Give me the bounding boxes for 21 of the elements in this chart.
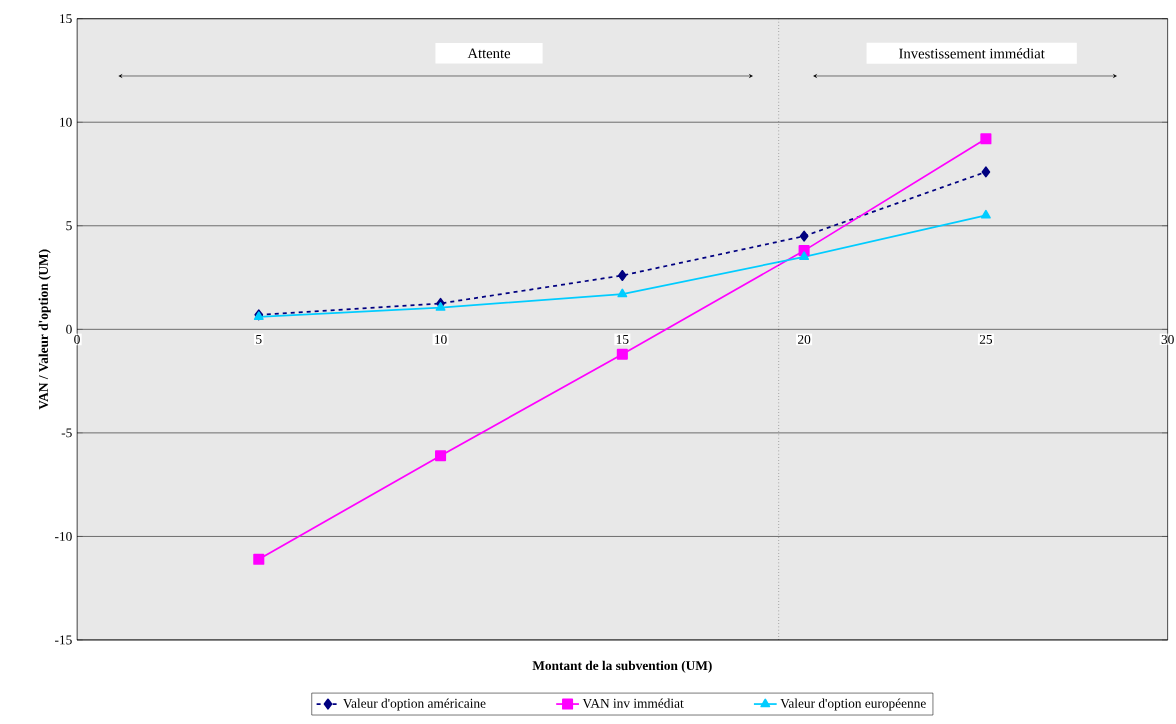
annotation: Investissement immédiat <box>899 48 1045 59</box>
y-tick-label: 15 <box>60 14 72 24</box>
y-tick-label: -15 <box>55 635 72 645</box>
x-tick-label: 30 <box>1161 334 1174 344</box>
y-tick-label: 5 <box>66 221 72 231</box>
legend-label: Valeur d'option européenne <box>780 698 926 711</box>
legend-label: VAN inv immédiat <box>582 698 684 708</box>
x-axis-title: Montant de la subvention (UM) <box>532 660 712 673</box>
x-tick-label: 15 <box>616 334 629 344</box>
x-tick-label: 10 <box>435 334 447 344</box>
y-tick-label: 10 <box>60 117 72 127</box>
x-tick-label: 20 <box>798 334 811 344</box>
y-tick-label: 0 <box>66 324 72 334</box>
y-tick-label: -5 <box>61 428 72 438</box>
y-axis-title: VAN / Valeur d'option (UM) <box>38 249 51 410</box>
y-tick-label: -10 <box>55 531 72 541</box>
x-tick-label: 5 <box>256 334 262 344</box>
x-tick-label: 0 <box>74 334 80 344</box>
x-tick-label: 25 <box>979 334 993 344</box>
legend-label: Valeur d'option américaine <box>343 698 486 711</box>
annotation: Attente <box>467 48 511 59</box>
